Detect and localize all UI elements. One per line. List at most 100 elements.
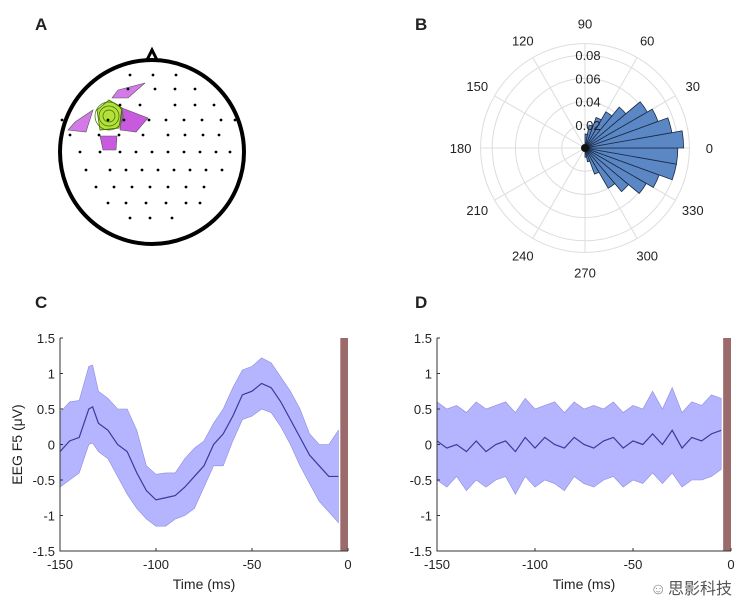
y-tick-label: -1.5	[410, 544, 432, 559]
contour-line	[94, 101, 124, 131]
polar-bar	[584, 116, 602, 149]
eeg-plot-c: 1.5 1 0.5 0 -0.5 -1 -1.5-150 -100 -50 0 Time (ms) E…	[9, 331, 352, 592]
polar-angle-label: 60	[640, 33, 654, 48]
polar-angle-label: 300	[636, 249, 658, 264]
electrode-dot	[228, 150, 232, 154]
electrode-dot	[128, 73, 132, 77]
electrode-dot	[144, 201, 148, 205]
electrode-dot	[200, 118, 204, 122]
x-axis-label: Time (ms)	[553, 576, 615, 592]
confidence-band	[59, 357, 339, 527]
electrode-dot	[156, 168, 160, 172]
electrode-dot	[182, 118, 186, 122]
panel-label-d: D	[415, 293, 427, 312]
electrode-dot	[183, 133, 187, 137]
electrode-dot	[150, 150, 154, 154]
electrode-dot	[84, 168, 88, 172]
polar-grid-spoke	[494, 95, 586, 149]
electrode-dot	[118, 103, 122, 107]
polar-angle-label: 330	[682, 203, 704, 218]
y-tick-label: 0	[425, 438, 432, 453]
activity-patch	[67, 109, 94, 133]
mean-line	[59, 382, 339, 501]
electrode-dot	[124, 201, 128, 205]
electrode-dot	[126, 87, 130, 91]
electrode-dot	[60, 118, 64, 122]
polar-angle-label: 270	[574, 265, 596, 280]
activity-patch	[111, 82, 146, 99]
polar-radius-label: 0.08	[575, 48, 600, 63]
electrode-dot	[108, 168, 112, 172]
polar-grid-spoke	[532, 57, 586, 149]
y-tick-label: -1.5	[33, 544, 55, 559]
electrode-dot	[112, 185, 116, 189]
electrode-dot	[117, 133, 121, 137]
electrode-dot	[173, 87, 177, 91]
electrode-dot	[198, 150, 202, 154]
polar-center	[581, 144, 589, 152]
electrode-dot	[148, 216, 152, 220]
y-tick-label: 1.5	[414, 331, 432, 346]
contour-line	[102, 109, 116, 123]
electrode-dot	[164, 118, 168, 122]
eeg-plot-d: 1.5 1 0.5 0 -0.5 -1 -1.5-150 -100 -50 0 Time (ms)	[410, 331, 735, 592]
polar-histogram: 0 30 60 90 120 150 180 210 240 270 300 330 0.02 0.04 0…	[450, 17, 713, 281]
electrode-dot	[122, 118, 126, 122]
y-tick-label: 1.5	[37, 331, 55, 346]
polar-grid-spoke	[532, 147, 586, 239]
electrode-dot	[193, 87, 197, 91]
y-tick-label: -0.5	[410, 473, 432, 488]
electrode-dot	[68, 133, 72, 137]
activity-patch	[119, 107, 149, 133]
activity-patch	[99, 135, 118, 151]
polar-angle-label: 30	[685, 79, 699, 94]
electrode-dot	[166, 133, 170, 137]
polar-bar	[584, 124, 594, 149]
electrode-dot	[98, 150, 102, 154]
polar-radius-label: 0.02	[575, 118, 600, 133]
watermark-icon: ☺	[650, 581, 666, 598]
electrode-dot	[172, 168, 176, 172]
electrode-dot	[147, 118, 151, 122]
electrode-dot	[166, 185, 170, 189]
electrode-dot	[141, 133, 145, 137]
electrode-dot	[148, 185, 152, 189]
electrode-dot	[182, 150, 186, 154]
polar-radius-label: 0.06	[575, 71, 600, 86]
electrode-dot	[106, 118, 110, 122]
x-tick-label: -100	[143, 557, 169, 572]
y-tick-label: -1	[43, 509, 55, 524]
electrode-dot	[219, 118, 223, 122]
polar-bar	[584, 108, 659, 149]
electrode-dot	[97, 133, 101, 137]
x-tick-label: -150	[47, 557, 73, 572]
x-tick-label: -50	[243, 557, 262, 572]
electrode-dot	[184, 201, 188, 205]
x-axis-label: Time (ms)	[173, 576, 235, 592]
electrode-dot	[174, 73, 178, 77]
topographic-map	[58, 46, 246, 246]
electrode-dot	[220, 168, 224, 172]
event-marker	[723, 338, 731, 551]
electrode-dot	[202, 185, 206, 189]
y-tick-label: 0	[48, 438, 55, 453]
electrode-dot	[140, 168, 144, 172]
nose-marker	[144, 46, 160, 63]
polar-angle-label: 240	[512, 249, 534, 264]
electrode-dot	[124, 168, 128, 172]
electrode-dot	[130, 185, 134, 189]
electrode-dot	[151, 73, 155, 77]
polar-angle-label: 210	[466, 203, 488, 218]
electrode-dot	[217, 133, 221, 137]
y-tick-label: -0.5	[33, 473, 55, 488]
electrode-dot	[153, 87, 157, 91]
y-tick-label: 0.5	[414, 402, 432, 417]
y-tick-label: 0.5	[37, 402, 55, 417]
watermark: ☺ 思影科技	[650, 580, 732, 598]
electrode-dot	[193, 103, 197, 107]
electrode-dot	[204, 168, 208, 172]
polar-bar	[584, 106, 627, 149]
electrode-dot	[78, 150, 82, 154]
electrode-dot	[128, 216, 132, 220]
event-marker	[340, 338, 348, 551]
